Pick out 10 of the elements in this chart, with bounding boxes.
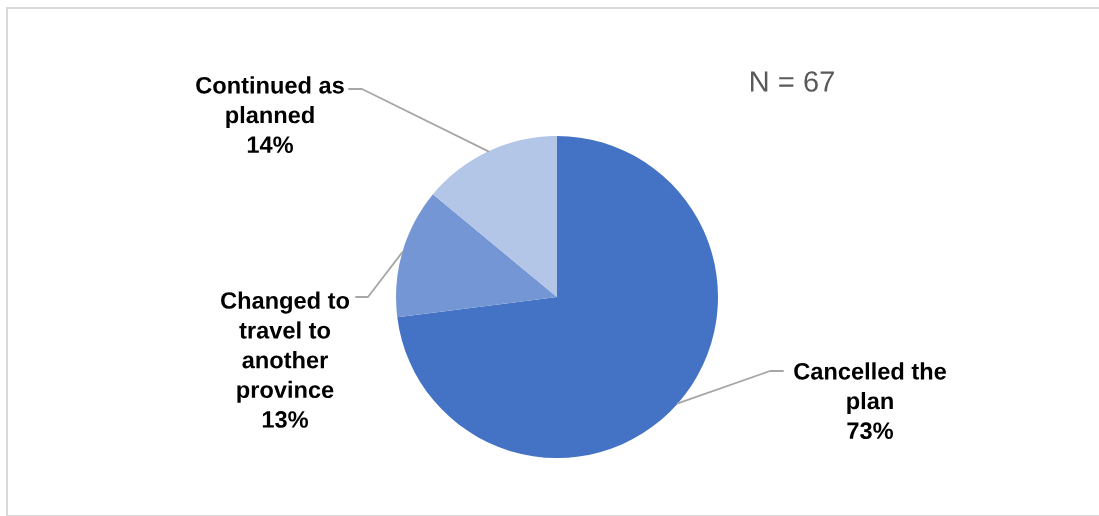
data-label: 13% <box>262 411 309 428</box>
data-label: 73% <box>847 422 894 440</box>
pie-slice <box>396 194 557 318</box>
slice-label: Continued as planned <box>196 76 344 129</box>
text: N = 67 <box>751 71 834 92</box>
pie-slice <box>397 136 718 458</box>
slice-label: Changed to travel to another province <box>221 291 350 403</box>
slice-label: Cancelled the plan <box>794 362 946 414</box>
pie-slice <box>432 136 557 297</box>
data-label: 14% <box>247 136 294 153</box>
